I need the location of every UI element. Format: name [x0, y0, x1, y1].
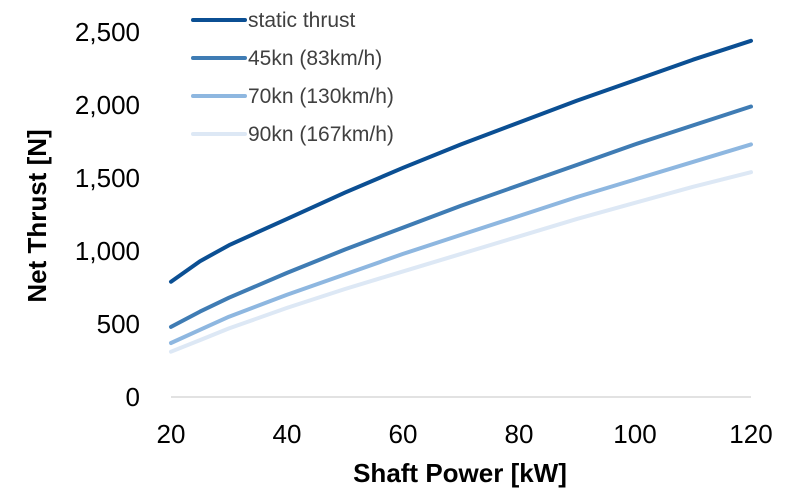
series-line-1 — [169, 38, 753, 284]
y-axis-title: Net Thrust [N] — [22, 129, 52, 302]
y-tick-label: 1,500 — [75, 163, 140, 193]
series-line-2 — [169, 104, 753, 329]
y-tick-label: 2,500 — [75, 17, 140, 47]
series-line-3 — [169, 142, 753, 345]
x-tick-label: 100 — [613, 419, 656, 449]
y-tick-label: 1,000 — [75, 236, 140, 266]
x-tick-label: 40 — [273, 419, 302, 449]
series-line-4 — [169, 170, 753, 354]
legend-label-2: 45kn (83km/h) — [248, 47, 382, 70]
x-tick-label: 120 — [729, 419, 772, 449]
y-tick-label: 2,000 — [75, 90, 140, 120]
legend-label-3: 70kn (130km/h) — [248, 85, 394, 108]
legend-label-4: 90kn (167km/h) — [248, 123, 394, 146]
x-tick-label: 60 — [389, 419, 418, 449]
x-tick-label: 80 — [505, 419, 534, 449]
x-tick-label: 20 — [157, 419, 186, 449]
x-axis-title: Shaft Power [kW] — [353, 458, 567, 488]
y-tick-label: 500 — [97, 309, 140, 339]
y-tick-label: 0 — [126, 382, 140, 412]
legend-label-1: static thrust — [248, 9, 356, 32]
